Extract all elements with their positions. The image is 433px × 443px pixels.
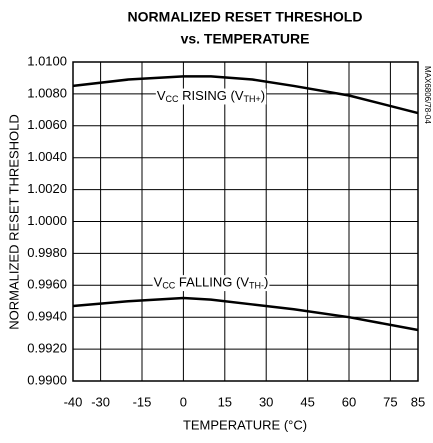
chart-title: vs. TEMPERATURE <box>181 31 310 47</box>
y-tick-label: 1.0040 <box>27 149 67 164</box>
annotation-text: V <box>157 89 166 104</box>
annotation-text: ) <box>264 275 268 290</box>
y-tick-label: 0.9900 <box>27 372 67 387</box>
annotation-background <box>155 88 267 105</box>
x-axis-title: TEMPERATURE (°C) <box>183 417 307 432</box>
subscript: CC <box>162 281 175 291</box>
y-tick-label: 1.0060 <box>27 117 67 132</box>
subscript: TH- <box>249 281 264 291</box>
x-tick-label: 15 <box>218 394 232 409</box>
x-tick-label: -30 <box>91 394 110 409</box>
y-tick-label: 0.9980 <box>27 245 67 260</box>
y-tick-label: 1.0000 <box>27 213 67 228</box>
x-tick-label: 45 <box>300 394 314 409</box>
annotation-text: V <box>154 275 163 290</box>
annotation: VCC RISING (VTH+) <box>157 89 265 105</box>
y-axis-title: NORMALIZED RESET THRESHOLD <box>6 114 21 330</box>
x-tick-label: 75 <box>383 394 397 409</box>
y-tick-label: 0.9920 <box>27 341 67 356</box>
y-tick-label: 1.0020 <box>27 181 67 196</box>
y-tick-label: 1.0100 <box>27 53 67 68</box>
x-tick-label: 30 <box>259 394 273 409</box>
series-line <box>72 75 419 115</box>
chart-title: NORMALIZED RESET THRESHOLD <box>128 9 363 25</box>
annotation-text: ) <box>261 89 265 104</box>
x-tick-label: -40 <box>64 394 83 409</box>
subscript: CC <box>166 94 179 104</box>
x-tick-label: 60 <box>342 394 356 409</box>
series-line <box>72 296 419 332</box>
x-tick-label: 85 <box>411 394 425 409</box>
x-tick-label: -15 <box>133 394 152 409</box>
y-tick-label: 0.9940 <box>27 309 67 324</box>
side-note: MAX6806/78-04 <box>423 66 432 124</box>
annotation-background <box>152 275 270 292</box>
y-tick-label: 1.0080 <box>27 85 67 100</box>
annotation-text: RISING (V <box>179 89 244 104</box>
y-tick-label: 0.9960 <box>27 277 67 292</box>
annotation-text: FALLING (V <box>175 275 249 290</box>
subscript: TH+ <box>244 94 261 104</box>
x-tick-label: 0 <box>180 394 187 409</box>
annotation: VCC FALLING (VTH-) <box>154 275 269 291</box>
plot-frame <box>72 61 419 382</box>
